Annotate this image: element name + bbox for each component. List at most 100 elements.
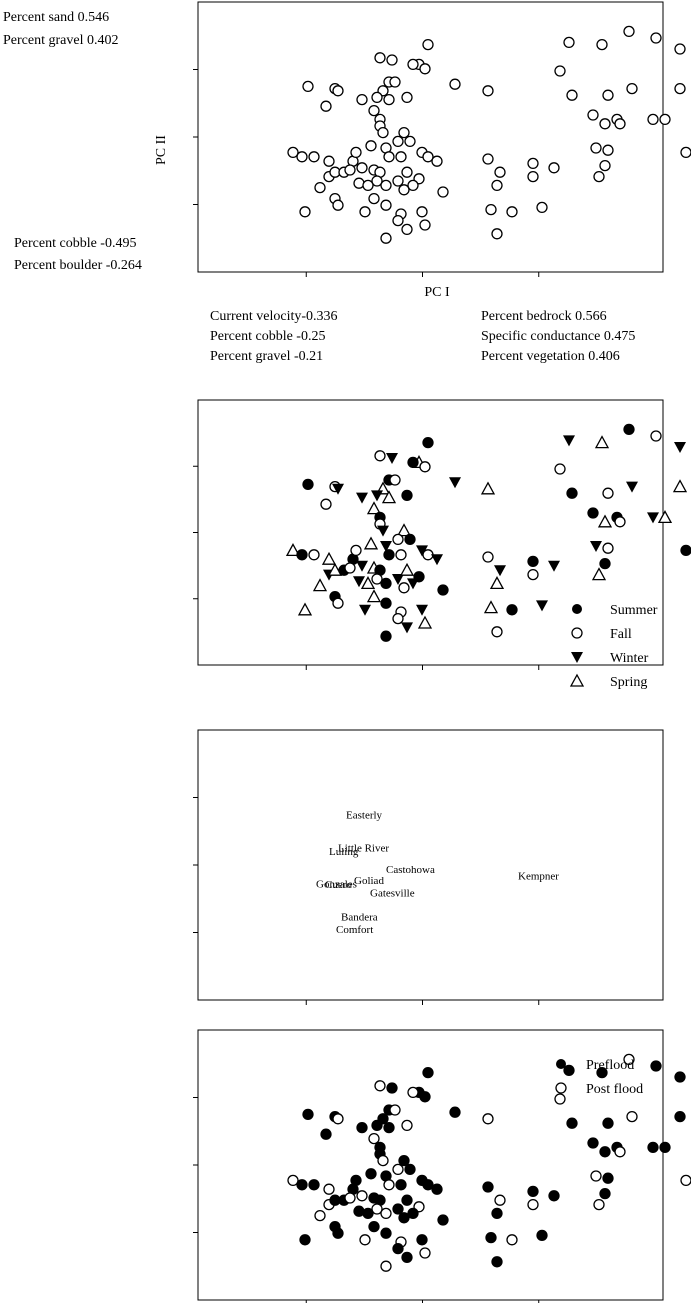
data-point [407, 58, 419, 71]
data-point-winter [380, 541, 392, 552]
data-point-postflood [680, 1174, 691, 1187]
data-point-fall [482, 551, 494, 563]
data-point [449, 78, 461, 90]
data-point-postflood [389, 1104, 401, 1116]
data-point [422, 151, 434, 163]
data-point-spring [312, 578, 328, 592]
data-point-fall [392, 533, 404, 546]
legend-seasons: Summer Fall Winter Spring [569, 603, 658, 690]
data-point-preflood [350, 1174, 362, 1187]
data-point-winter [449, 477, 461, 489]
data-point [287, 146, 299, 159]
data-point-winter [371, 490, 383, 502]
pc2-pos-loading-2: Percent gravel 0.402 [3, 33, 118, 48]
data-point-postflood [377, 1154, 389, 1167]
site-label: Goliad [354, 875, 384, 887]
data-point-fall [374, 450, 386, 462]
data-point-fall [398, 582, 410, 594]
legend-label-postflood: Post flood [586, 1082, 643, 1097]
site-label: Gatesville [370, 888, 415, 900]
data-point-preflood [491, 1256, 503, 1268]
data-point [401, 223, 413, 236]
data-point-preflood [650, 1060, 662, 1072]
data-point-postflood [593, 1198, 605, 1211]
data-point-postflood [323, 1183, 335, 1195]
data-point [674, 82, 686, 95]
legend-label-winter: Winter [610, 651, 649, 666]
data-point [314, 181, 326, 194]
pc1-pos-loading-3: Percent vegetation 0.406 [481, 349, 620, 364]
data-point [623, 25, 635, 38]
data-point-preflood [599, 1187, 611, 1200]
data-point [392, 175, 404, 187]
data-point-preflood [398, 1154, 410, 1167]
site-label: Bandera [341, 911, 378, 923]
data-point [323, 155, 335, 167]
data-point-postflood [623, 1053, 635, 1066]
data-point [395, 151, 407, 163]
data-point-fall [344, 562, 356, 574]
data-point-spring [672, 479, 688, 493]
data-point [602, 89, 614, 101]
data-point-preflood [485, 1231, 497, 1244]
panel-1: Percent sand 0.546 Percent gravel 0.402 … [3, 1, 691, 364]
data-point [371, 91, 383, 104]
data-point-preflood [398, 1212, 410, 1224]
data-point-spring [594, 435, 610, 449]
data-point-fall [491, 626, 503, 638]
data-point [386, 54, 398, 66]
data-point-postflood [368, 1132, 380, 1145]
data-point-postflood [380, 1260, 392, 1272]
data-point-postflood [590, 1170, 602, 1182]
data-point-summer [527, 555, 539, 568]
data-point-spring [297, 602, 313, 616]
data-point [380, 232, 392, 244]
data-point-summer [422, 436, 434, 449]
data-point-fall [308, 549, 320, 561]
pc1-neg-loading-3: Percent gravel -0.21 [210, 349, 323, 364]
data-point-postflood [356, 1190, 368, 1202]
data-point-preflood [419, 1091, 431, 1103]
panel-3-ticks [193, 797, 540, 1005]
data-point-fall [527, 568, 539, 581]
data-point-fall [602, 487, 614, 499]
data-point-spring [360, 576, 376, 590]
data-point-postflood [407, 1086, 419, 1099]
panel-1-ticks [193, 69, 540, 277]
data-point-winter [674, 442, 686, 453]
data-point [365, 140, 377, 152]
data-point-fall [602, 542, 614, 554]
data-point-winter [626, 481, 638, 493]
data-point-postflood [626, 1110, 638, 1123]
data-point-winter [590, 541, 602, 552]
legend-marker-fall [571, 627, 583, 639]
data-point-preflood [386, 1082, 398, 1094]
data-point-spring [363, 536, 379, 550]
data-point-summer [680, 544, 691, 557]
data-point [356, 162, 368, 174]
pc1-pos-loading-1: Percent bedrock 0.566 [481, 309, 607, 324]
data-point-preflood [602, 1172, 614, 1184]
data-point-preflood [383, 1121, 395, 1134]
data-point-fall [350, 544, 362, 557]
data-point [548, 162, 560, 174]
data-point-preflood [647, 1141, 659, 1154]
data-point [527, 170, 539, 183]
data-point [599, 118, 611, 130]
site-label: Castohowa [386, 864, 435, 876]
pc2-neg-loading-2: Percent boulder -0.264 [14, 258, 142, 273]
data-point-preflood [563, 1064, 575, 1077]
data-point-spring [321, 551, 337, 565]
data-point-postflood [344, 1192, 356, 1204]
data-point-preflood [368, 1220, 380, 1233]
panel-2-points [285, 423, 691, 642]
data-point-postflood [494, 1194, 506, 1206]
pc2-pos-loading-1: Percent sand 0.546 [3, 10, 109, 25]
data-point [482, 153, 494, 165]
data-point-preflood [416, 1234, 428, 1246]
data-point-preflood [566, 1117, 578, 1129]
data-point [596, 38, 608, 51]
data-point-winter [548, 560, 560, 572]
data-point-summer [506, 604, 518, 616]
